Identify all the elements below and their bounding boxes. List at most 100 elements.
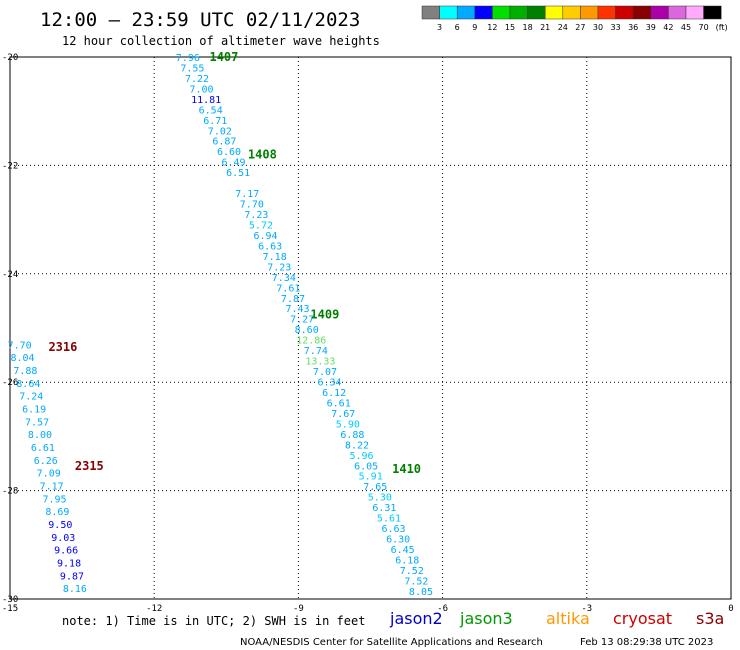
wave-height-value: 12.86 xyxy=(296,336,326,347)
wave-height-value: 6.26 xyxy=(34,456,58,467)
colorbar-swatch xyxy=(703,5,722,20)
wave-height-value: 8.16 xyxy=(63,584,87,595)
credit-text: NOAA/NESDIS Center for Satellite Applica… xyxy=(240,637,543,648)
y-tick-label: -30 xyxy=(2,595,18,605)
wave-height-value: 6.54 xyxy=(199,105,223,116)
wave-height-value: 8.05 xyxy=(409,587,433,598)
wave-height-value: 8.69 xyxy=(45,507,69,518)
legend-item-s3a: s3a xyxy=(696,609,724,628)
wave-height-value: 6.12 xyxy=(322,388,346,399)
colorbar-swatch xyxy=(562,5,581,20)
wave-height-value: 7.70 xyxy=(8,340,32,351)
wave-height-value: 7.52 xyxy=(400,566,424,577)
wave-height-value: 7.67 xyxy=(331,409,355,420)
wave-height-value: 6.61 xyxy=(327,398,351,409)
colorbar-label: 39 xyxy=(646,23,656,32)
wave-height-value: 6.51 xyxy=(226,168,250,179)
colorbar-label: 24 xyxy=(558,23,568,32)
colorbar-label: 36 xyxy=(628,23,638,32)
colorbar-swatch xyxy=(668,5,687,20)
wave-height-value: 6.19 xyxy=(22,404,46,415)
wave-height-value: 7.23 xyxy=(267,262,291,273)
wave-height-value: 6.45 xyxy=(391,545,415,556)
wave-height-value: 7.24 xyxy=(19,392,43,403)
wave-height-value: 7.87 xyxy=(281,294,305,305)
wave-height-value: 6.63 xyxy=(381,524,405,535)
wave-height-value: 9.50 xyxy=(48,520,72,531)
wave-height-value: 5.72 xyxy=(249,220,273,231)
colorbar-swatch xyxy=(492,5,511,20)
pass-number-label: 1408 xyxy=(248,148,277,162)
wave-height-value: 6.61 xyxy=(31,443,55,454)
wave-height-value: 9.03 xyxy=(51,533,75,544)
wave-height-value: 6.18 xyxy=(395,555,419,566)
wave-height-value: 13.33 xyxy=(305,357,335,368)
wave-height-value: 8.22 xyxy=(345,440,369,451)
x-tick-label: -12 xyxy=(146,604,162,614)
colorbar-label: 18 xyxy=(523,23,533,32)
colorbar-swatch xyxy=(421,5,440,20)
wave-height-value: 7.17 xyxy=(235,189,259,200)
wave-height-value: 6.60 xyxy=(217,147,241,158)
wave-height-value: 7.95 xyxy=(42,494,66,505)
colorbar-legend: 3 6 9 12 15 18 21 24 27 30 33 36 39 42 45 70 (ft) xyxy=(421,5,728,32)
wave-height-value: 7.70 xyxy=(240,200,264,211)
colorbar-swatch xyxy=(456,5,476,20)
page-title: 12:00 – 23:59 UTC 02/11/2023 xyxy=(40,9,360,31)
colorbar-swatch xyxy=(544,5,564,20)
wave-height-value: 6.34 xyxy=(318,378,342,389)
pass-number-label: 2316 xyxy=(48,340,77,354)
wave-height-value: 6.49 xyxy=(222,158,246,169)
colorbar-label: 70 xyxy=(699,23,709,32)
wave-height-value: 7.09 xyxy=(37,469,61,480)
pass-number-label: 1409 xyxy=(310,307,339,321)
plot-frame xyxy=(9,56,732,600)
colorbar-swatch xyxy=(632,5,652,20)
wave-height-labels: 7.967.557.227.0011.816.546.717.026.876.6… xyxy=(8,53,433,598)
colorbar-label: 27 xyxy=(575,23,585,32)
wave-height-value: 6.71 xyxy=(203,116,227,127)
colorbar-swatch xyxy=(685,5,704,20)
wave-height-value: 6.31 xyxy=(372,503,396,514)
colorbar-label: 21 xyxy=(540,23,550,32)
wave-height-value: 6.94 xyxy=(254,231,278,242)
wave-height-value: 6.63 xyxy=(258,241,282,252)
wave-height-value: 7.43 xyxy=(286,304,310,315)
pass-number-label: 1407 xyxy=(209,50,238,64)
colorbar-unit: (ft) xyxy=(716,23,728,32)
wave-height-value: 5.96 xyxy=(349,451,373,462)
wave-height-value: 9.18 xyxy=(57,558,81,569)
wave-height-value: 8.04 xyxy=(10,353,34,364)
wave-height-value: 9.66 xyxy=(54,546,78,557)
timestamp-text: Feb 13 08:29:38 UTC 2023 xyxy=(580,637,713,648)
colorbar-label: 30 xyxy=(593,23,603,32)
colorbar-label: 15 xyxy=(505,23,515,32)
wave-height-value: 6.87 xyxy=(212,137,236,148)
colorbar-swatch xyxy=(615,5,634,20)
wave-height-value: 5.30 xyxy=(368,493,392,504)
wave-height-value: 5.61 xyxy=(377,514,401,525)
wave-height-value: 7.18 xyxy=(263,252,287,263)
wave-height-value: 7.34 xyxy=(272,273,296,284)
wave-height-value: 7.57 xyxy=(25,417,49,428)
legend-item-jason3: jason3 xyxy=(459,609,513,628)
wave-height-value: 8.00 xyxy=(28,430,52,441)
gridlines xyxy=(10,57,731,599)
wave-height-value: 7.23 xyxy=(244,210,268,221)
wave-height-value: 7.65 xyxy=(363,482,387,493)
legend-item-cryosat: cryosat xyxy=(613,609,672,628)
colorbar-label: 12 xyxy=(487,23,497,32)
legend-item-jason2: jason2 xyxy=(389,609,443,628)
wave-height-value: 7.52 xyxy=(404,576,428,587)
wave-height-value: 7.00 xyxy=(190,84,214,95)
wave-height-value: 8.64 xyxy=(16,379,40,390)
colorbar-swatch xyxy=(474,5,493,20)
wave-height-value: 11.81 xyxy=(191,95,221,106)
wave-height-value: 9.87 xyxy=(60,571,84,582)
x-tick-label: -9 xyxy=(293,604,304,614)
legend-item-altika: altika xyxy=(546,609,590,628)
x-tick-label: -15 xyxy=(2,604,18,614)
wave-height-value: 7.27 xyxy=(290,315,314,326)
wave-height-value: 7.17 xyxy=(40,481,64,492)
